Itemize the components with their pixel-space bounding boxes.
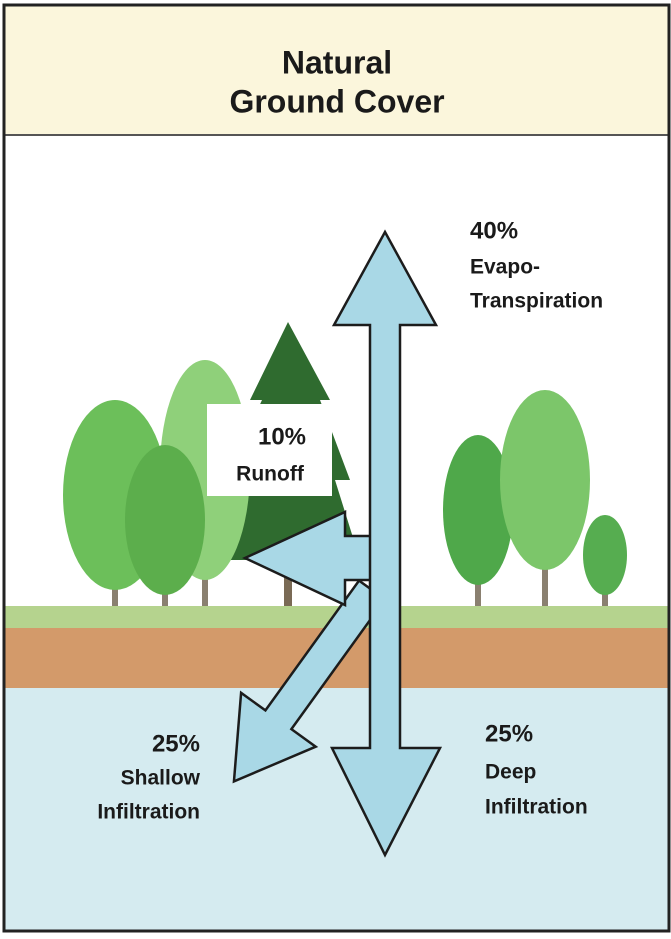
flow-label: Infiltration — [97, 801, 200, 824]
flow-label: Infiltration — [485, 796, 588, 819]
flow-percent: 25% — [485, 720, 533, 747]
flow-label: Deep — [485, 761, 536, 784]
title-line: Ground Cover — [229, 83, 444, 119]
diagram: Natural Ground Cover 40% Evapo- Transpir… — [0, 0, 671, 934]
flow-label: Evapo- — [470, 256, 540, 279]
tree-crown — [125, 445, 205, 595]
title-line: Natural — [282, 44, 392, 80]
flow-percent: 25% — [152, 730, 200, 757]
flow-label: Transpiration — [470, 290, 603, 313]
flow-label: Shallow — [121, 767, 201, 790]
tree-crown — [500, 390, 590, 570]
flow-percent: 40% — [470, 217, 518, 244]
flow-percent: 10% — [258, 423, 306, 450]
flow-label: Runoff — [236, 463, 305, 486]
tree-crown — [583, 515, 627, 595]
